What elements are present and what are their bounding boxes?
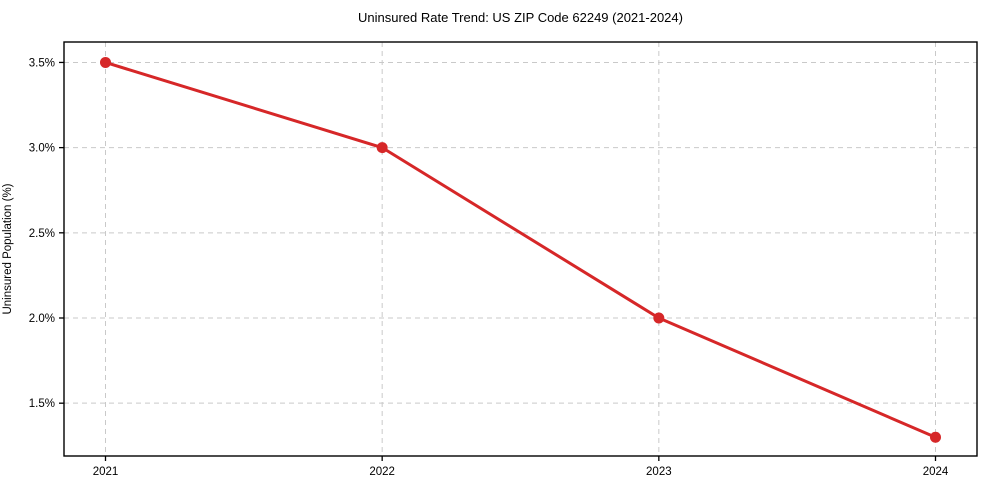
gridlines [64,42,977,456]
data-point [930,431,941,443]
y-tick-label: 3.5% [29,57,55,69]
y-tick-labels: 1.5% 2.0% 2.5% 3.0% 3.5% [29,57,55,410]
x-tick-label: 2022 [369,466,395,478]
y-tick-label: 2.5% [29,228,55,240]
data-points [100,56,941,443]
chart-title: Uninsured Rate Trend: US ZIP Code 62249 … [358,10,683,25]
x-tick-label: 2024 [923,466,949,478]
plot-border [63,41,978,457]
x-tick-labels: 2021 2022 2023 2024 [93,466,949,478]
data-point [376,142,388,154]
x-tick-label: 2023 [646,466,672,478]
data-point [100,56,111,68]
y-tick-label: 3.0% [29,143,55,155]
tick-marks [59,61,937,461]
y-tick-label: 2.0% [29,313,55,325]
y-tick-label: 1.5% [29,398,55,410]
trend-line [104,60,937,439]
x-tick-label: 2021 [93,466,119,478]
data-point [653,312,665,324]
